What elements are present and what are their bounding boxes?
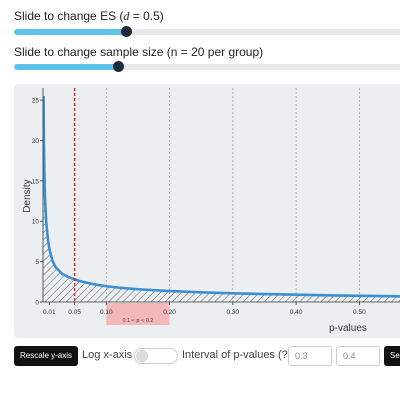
rescale-y-axis-button[interactable]: Rescale y-axis [14,346,79,366]
interval-highlight-label: 0.1 < p < 0.2 [122,318,153,324]
es-label-prefix: Slide to change ES ( [14,9,124,23]
es-slider-fill [14,29,126,35]
n-slider-label: Slide to change sample size (n = 20 per … [14,45,264,59]
y-tick-label: 5 [35,259,39,266]
interval-label: Interval of p-values (?) [182,349,292,361]
y-axis-label: Density [22,179,33,212]
x-tick-label: 0.01 [43,309,56,316]
interval-to-input[interactable] [336,346,380,366]
log-x-axis-toggle[interactable] [134,348,178,364]
x-tick-label: 0.50 [353,309,366,316]
es-slider-track[interactable] [14,29,400,35]
x-tick-label: 0.30 [226,309,239,316]
interval-highlight [106,303,170,325]
controls-bar: Rescale y-axis Log x-axis Interval of p-… [0,346,400,368]
n-slider-track[interactable] [14,64,400,70]
toggle-knob [136,350,148,362]
x-tick-label: 0.20 [163,309,176,316]
y-tick-label: 15 [32,178,40,185]
density-area-hatched [43,96,400,302]
y-tick-label: 10 [32,219,40,226]
y-tick-label: 20 [32,138,40,145]
es-label-symbol: d [123,9,130,23]
es-slider-label: Slide to change ES (d = 0.5) [14,9,164,24]
density-curve [43,96,400,298]
x-axis-label: p-values [329,323,367,334]
es-slider-thumb[interactable] [120,26,132,37]
es-label-suffix: = 0.5) [129,9,164,23]
y-tick-label: 0 [35,300,39,307]
set-interval-button[interactable]: Se [384,346,400,366]
n-slider-thumb[interactable] [112,61,124,72]
x-tick-label: 0.05 [68,309,81,316]
y-tick-label: 25 [32,98,40,105]
x-tick-label: 0.40 [290,309,303,316]
interval-from-input[interactable] [288,346,332,366]
x-tick-label: 0.10 [100,309,113,316]
n-slider-fill [14,64,118,70]
log-x-axis-label: Log x-axis [82,349,133,361]
